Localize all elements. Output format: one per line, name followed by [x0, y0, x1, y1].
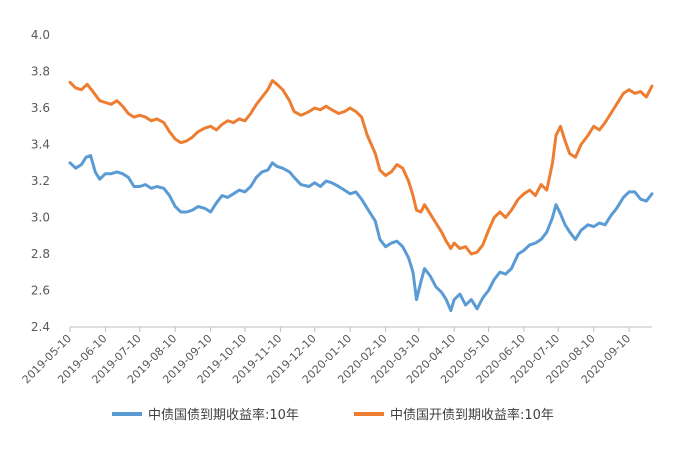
- legend-label-series-1: 中债国债到期收益率:10年: [148, 407, 299, 423]
- legend: 中债国债到期收益率:10年 中债国开债到期收益率:10年: [112, 407, 554, 423]
- series-line-1: [68, 154, 654, 313]
- series-lines: [68, 79, 654, 313]
- y-tick-label: 4.0: [31, 28, 50, 42]
- legend-label-series-2: 中债国开债到期收益率:10年: [390, 407, 554, 423]
- y-tick-label: 2.8: [31, 247, 50, 261]
- x-axis: 2019-05-102019-06-102019-07-102019-08-10…: [20, 326, 652, 386]
- y-tick-label: 3.0: [31, 211, 50, 225]
- y-tick-label: 3.2: [31, 174, 50, 188]
- y-tick-label: 3.4: [31, 138, 50, 152]
- y-tick-label: 3.6: [31, 101, 50, 115]
- y-tick-label: 2.4: [31, 320, 50, 334]
- series-line-2: [68, 79, 654, 256]
- y-axis-ticks: 4.0 3.8 3.6 3.4 3.2 3.0 2.8 2.6 2.4: [31, 28, 50, 334]
- y-tick-label: 2.6: [31, 284, 50, 298]
- y-tick-label: 3.8: [31, 65, 50, 79]
